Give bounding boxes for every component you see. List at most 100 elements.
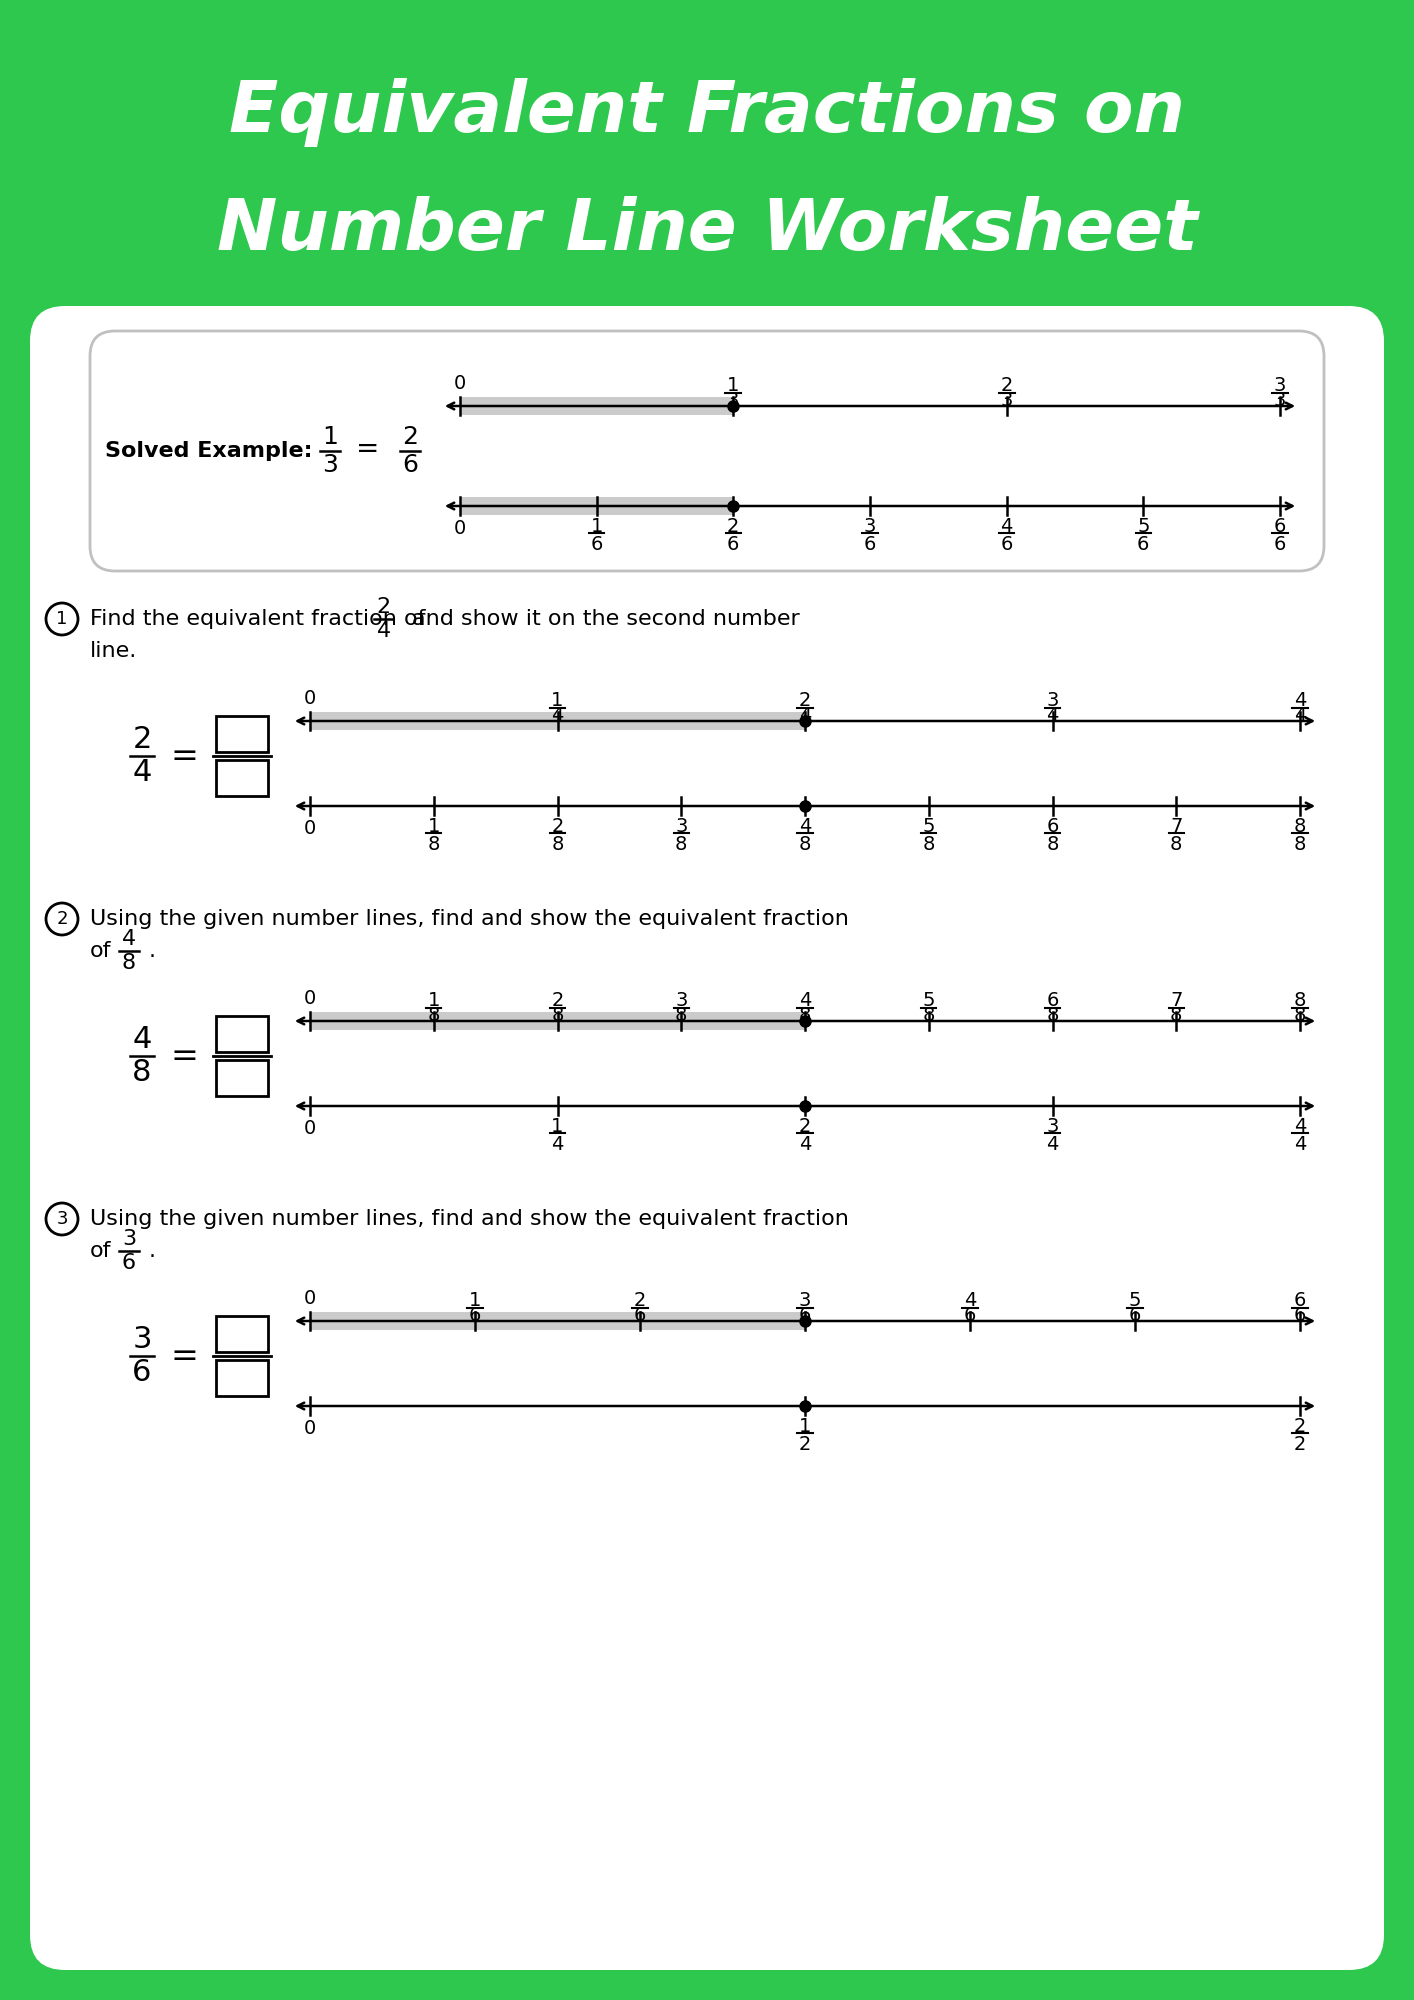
Text: 2: 2: [1294, 1416, 1307, 1436]
Text: of: of: [90, 1240, 112, 1262]
Text: 6: 6: [402, 452, 419, 476]
Text: 2: 2: [633, 1292, 646, 1310]
Text: 8: 8: [1046, 1006, 1059, 1026]
Text: 3: 3: [1001, 392, 1012, 410]
Text: 1: 1: [799, 1416, 812, 1436]
Text: 6: 6: [591, 534, 602, 554]
Text: 8: 8: [427, 834, 440, 854]
Text: 6: 6: [727, 534, 740, 554]
Text: 3: 3: [864, 516, 877, 536]
Text: 2: 2: [799, 1116, 812, 1136]
Text: of: of: [90, 942, 112, 962]
Text: 2: 2: [727, 516, 740, 536]
Text: 3: 3: [133, 1324, 151, 1354]
FancyBboxPatch shape: [30, 306, 1384, 1970]
Bar: [216, 1060, 269, 1096]
Text: Find the equivalent fraction of: Find the equivalent fraction of: [90, 608, 426, 628]
Text: 8: 8: [1294, 834, 1307, 854]
Text: 3: 3: [799, 1292, 812, 1310]
Text: 6: 6: [864, 534, 877, 554]
Text: 8: 8: [1294, 992, 1307, 1010]
Bar: [310, 1012, 805, 1030]
Text: 8: 8: [799, 1006, 812, 1026]
Text: 3: 3: [727, 392, 740, 410]
Text: 5: 5: [922, 816, 935, 836]
Bar: [460, 396, 732, 416]
Text: 8: 8: [427, 1006, 440, 1026]
Text: 8: 8: [922, 834, 935, 854]
Text: 8: 8: [122, 952, 136, 972]
Text: 0: 0: [454, 374, 467, 392]
Text: 4: 4: [964, 1292, 976, 1310]
Text: =: =: [170, 1340, 198, 1372]
Text: 4: 4: [799, 816, 812, 836]
Text: =: =: [170, 740, 198, 772]
Text: 8: 8: [133, 1058, 151, 1088]
Text: 6: 6: [1128, 1306, 1141, 1326]
Text: Equivalent Fractions on: Equivalent Fractions on: [229, 78, 1185, 146]
Text: and show it on the second number: and show it on the second number: [411, 608, 799, 628]
Bar: [216, 1360, 269, 1396]
Text: 0: 0: [304, 820, 317, 838]
Circle shape: [47, 604, 78, 636]
Bar: [310, 1312, 805, 1330]
Circle shape: [47, 904, 78, 936]
Text: 2: 2: [1001, 376, 1012, 396]
Text: 6: 6: [1274, 516, 1287, 536]
Text: line.: line.: [90, 640, 137, 660]
Text: 4: 4: [1046, 706, 1059, 726]
Text: 6: 6: [1294, 1292, 1307, 1310]
Text: 8: 8: [1294, 1006, 1307, 1026]
Text: 7: 7: [1169, 816, 1182, 836]
Text: 2: 2: [799, 692, 812, 710]
Text: 8: 8: [1294, 816, 1307, 836]
Text: 3: 3: [122, 1230, 136, 1250]
Text: 8: 8: [551, 1006, 564, 1026]
Bar: [216, 760, 269, 796]
Text: Using the given number lines, find and show the equivalent fraction: Using the given number lines, find and s…: [90, 908, 848, 928]
Circle shape: [47, 1202, 78, 1234]
Text: 6: 6: [799, 1306, 812, 1326]
Bar: [310, 712, 805, 730]
FancyBboxPatch shape: [90, 330, 1324, 572]
Text: 8: 8: [922, 1006, 935, 1026]
Text: 4: 4: [1294, 692, 1307, 710]
Text: Number Line Worksheet: Number Line Worksheet: [216, 196, 1198, 266]
Text: 6: 6: [1046, 992, 1059, 1010]
Text: 0: 0: [304, 1120, 317, 1138]
Text: 3: 3: [1046, 1116, 1059, 1136]
Text: 2: 2: [799, 1434, 812, 1454]
Text: 1: 1: [551, 1116, 564, 1136]
Text: 5: 5: [1137, 516, 1150, 536]
Bar: [460, 496, 734, 514]
Text: 0: 0: [304, 988, 317, 1008]
Text: 3: 3: [1274, 392, 1287, 410]
Text: 0: 0: [304, 688, 317, 708]
Text: Using the given number lines, find and show the equivalent fraction: Using the given number lines, find and s…: [90, 1208, 848, 1228]
Text: 8: 8: [1169, 834, 1182, 854]
Text: 2: 2: [1294, 1434, 1307, 1454]
Text: 3: 3: [1046, 692, 1059, 710]
Text: 6: 6: [1046, 816, 1059, 836]
Bar: [216, 1016, 269, 1052]
Text: Solved Example:: Solved Example:: [105, 442, 312, 462]
Text: 8: 8: [1169, 1006, 1182, 1026]
Text: 4: 4: [799, 1134, 812, 1154]
Text: 6: 6: [469, 1306, 481, 1326]
Text: 4: 4: [799, 992, 812, 1010]
Text: 6: 6: [133, 1358, 151, 1388]
Text: 2: 2: [402, 426, 419, 450]
Text: 6: 6: [964, 1306, 976, 1326]
Text: 3: 3: [322, 452, 338, 476]
Text: 2: 2: [551, 816, 564, 836]
Bar: [216, 1316, 269, 1352]
Text: 8: 8: [551, 834, 564, 854]
Text: 3: 3: [674, 992, 687, 1010]
Text: 4: 4: [1294, 1116, 1307, 1136]
Text: 8: 8: [674, 1006, 687, 1026]
Text: 8: 8: [1046, 834, 1059, 854]
Text: 0: 0: [304, 1290, 317, 1308]
Text: 1: 1: [322, 426, 338, 450]
Text: 4: 4: [1294, 706, 1307, 726]
Text: 4: 4: [799, 706, 812, 726]
